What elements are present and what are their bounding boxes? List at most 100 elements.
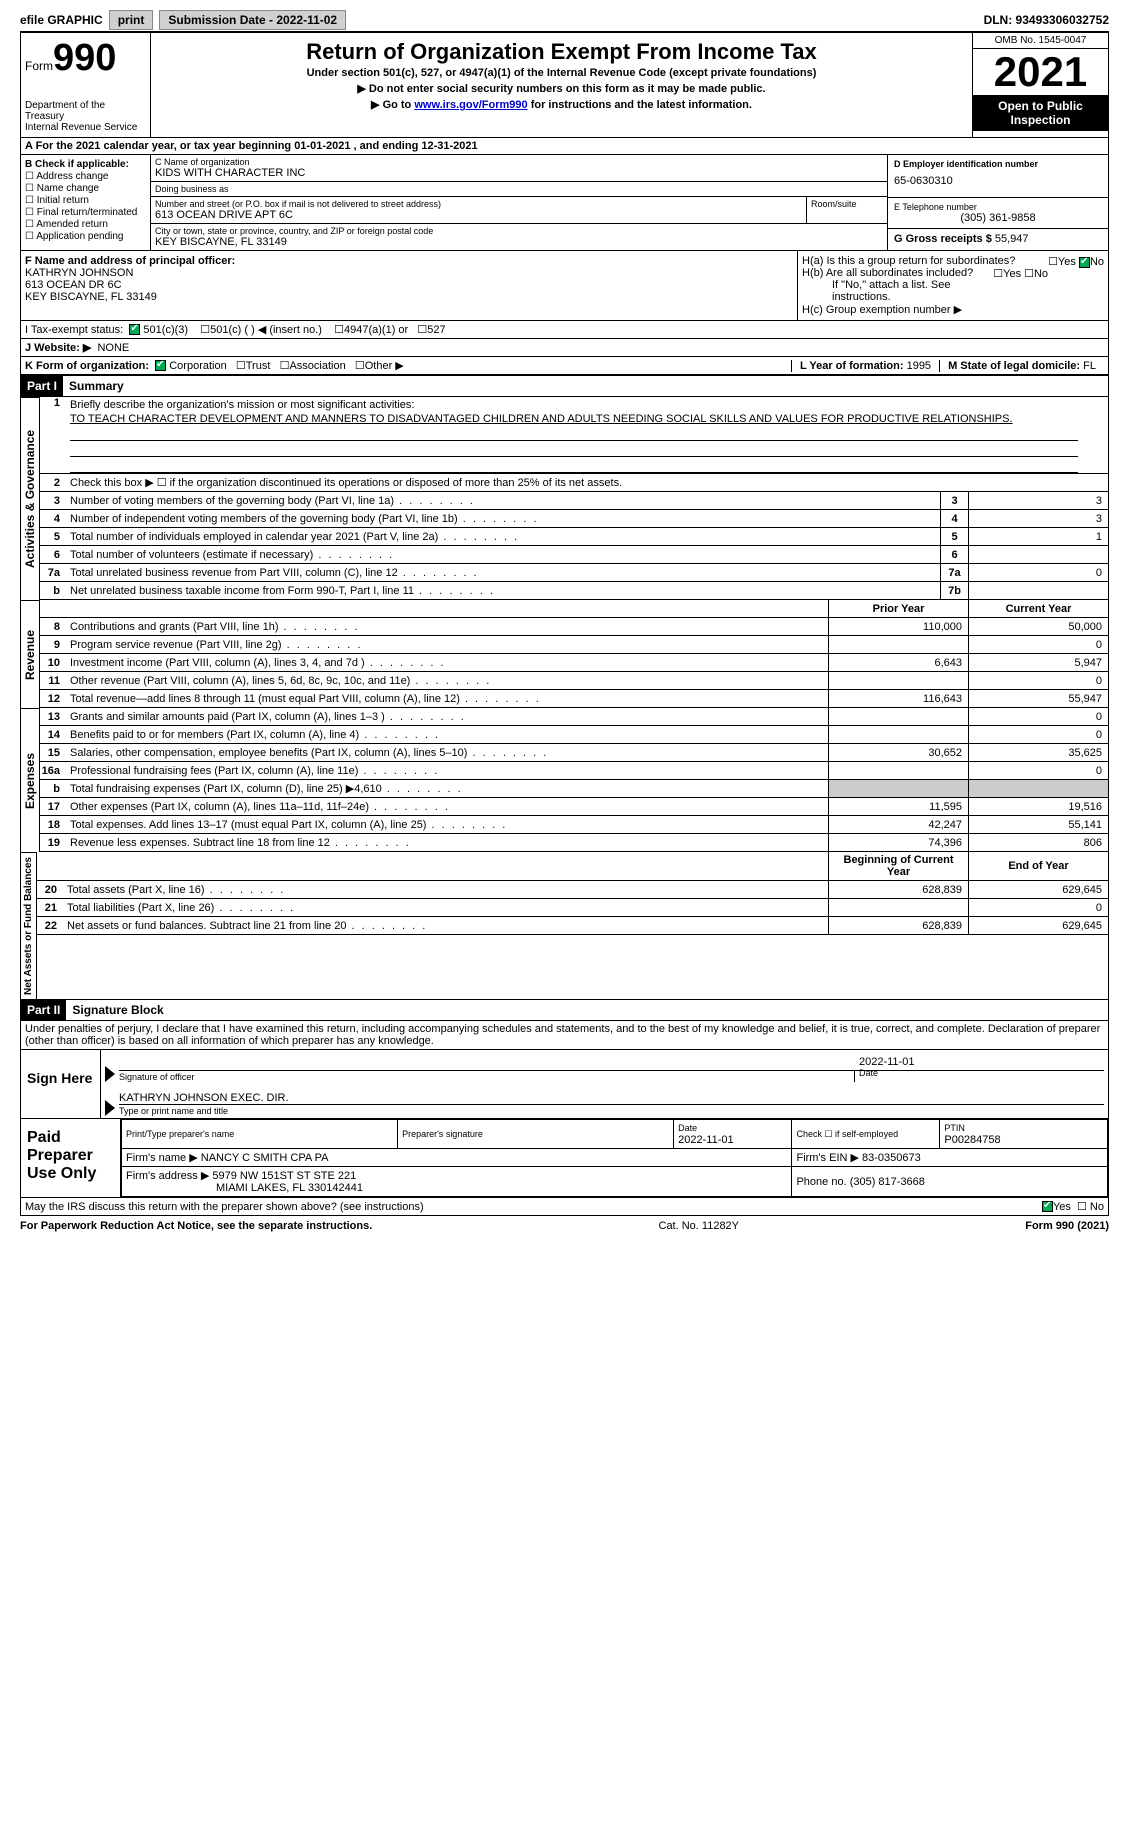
summary-line-5: 5Total number of individuals employed in…	[40, 528, 1108, 546]
ein-field: D Employer identification number 65-0630…	[888, 155, 1108, 198]
submission-date-button[interactable]: Submission Date - 2022-11-02	[159, 10, 346, 30]
line-a-calendar-year: A For the 2021 calendar year, or tax yea…	[20, 138, 1109, 155]
h-b-subordinates: H(b) Are all subordinates included? ☐Yes…	[802, 267, 1104, 279]
summary-line-b: bNet unrelated business taxable income f…	[40, 582, 1108, 600]
summary-line-4: 4Number of independent voting members of…	[40, 510, 1108, 528]
summary-line-6: 6Total number of volunteers (estimate if…	[40, 546, 1108, 564]
summary-line-7a: 7aTotal unrelated business revenue from …	[40, 564, 1108, 582]
vert-activities-governance: Activities & Governance	[20, 397, 40, 600]
revenue-section: Revenue Prior Year Current Year 8Contrib…	[20, 600, 1109, 708]
dept-label: Department of the Treasury	[25, 100, 146, 122]
dln-label: DLN: 93493306032752	[984, 13, 1109, 27]
form-number: 990	[53, 37, 116, 79]
city-field: City or town, state or province, country…	[151, 224, 887, 250]
line-j-website: J Website: ▶ NONE	[20, 339, 1109, 357]
open-public-label: Open to Public Inspection	[973, 95, 1108, 131]
chk-initial-return[interactable]: ☐ Initial return	[25, 195, 146, 206]
firm-ein: 83-0350673	[862, 1152, 921, 1164]
summary-line-11: 11Other revenue (Part VIII, column (A), …	[40, 672, 1108, 690]
part-1-header: Part I Summary	[20, 375, 1109, 397]
org-name: KIDS WITH CHARACTER INC	[155, 167, 883, 179]
print-button[interactable]: print	[109, 10, 154, 30]
irs-link[interactable]: www.irs.gov/Form990	[414, 99, 527, 111]
summary-line-16a: 16aProfessional fundraising fees (Part I…	[40, 762, 1108, 780]
header-left: Form990 Department of the Treasury Inter…	[21, 33, 151, 137]
page-footer: For Paperwork Reduction Act Notice, see …	[20, 1216, 1109, 1236]
summary-line-19: 19Revenue less expenses. Subtract line 1…	[40, 834, 1108, 852]
discuss-yes-checkbox[interactable]	[1042, 1201, 1053, 1212]
form-subtitle: Under section 501(c), 527, or 4947(a)(1)…	[159, 67, 964, 79]
section-d: D Employer identification number 65-0630…	[888, 155, 1108, 250]
sign-here-block: Sign Here Signature of officer 2022-11-0…	[20, 1050, 1109, 1119]
preparer-phone: (305) 817-3668	[850, 1176, 925, 1188]
section-b-checkboxes: B Check if applicable: ☐ Address change …	[21, 155, 151, 250]
dba-field: Doing business as	[151, 182, 887, 197]
top-bar: efile GRAPHIC print Submission Date - 20…	[20, 10, 1109, 32]
h-a-group-return: H(a) Is this a group return for subordin…	[802, 255, 1104, 267]
ein-value: 65-0630310	[894, 169, 1102, 193]
row-f-h: F Name and address of principal officer:…	[20, 251, 1109, 321]
sig-arrow-icon-2	[105, 1100, 115, 1116]
line2-checkbox-text: Check this box ▶ ☐ if the organization d…	[66, 474, 1108, 491]
sig-arrow-icon	[105, 1066, 115, 1082]
vert-revenue: Revenue	[20, 600, 40, 708]
summary-line-21: 21Total liabilities (Part X, line 26)0	[37, 899, 1108, 917]
note-goto-link: ▶ Go to www.irs.gov/Form990 for instruct…	[159, 98, 964, 111]
chk-application-pending[interactable]: ☐ Application pending	[25, 231, 146, 242]
chk-address-change[interactable]: ☐ Address change	[25, 171, 146, 182]
efile-label: efile GRAPHIC	[20, 13, 103, 27]
officer-print-name: KATHRYN JOHNSON EXEC. DIR.	[119, 1092, 1104, 1104]
org-name-field: C Name of organization KIDS WITH CHARACT…	[151, 155, 887, 182]
chk-amended-return[interactable]: ☐ Amended return	[25, 219, 146, 230]
chk-501c3[interactable]	[129, 324, 140, 335]
footer-cat-no: Cat. No. 11282Y	[372, 1220, 1025, 1232]
omb-number: OMB No. 1545-0047	[973, 33, 1108, 49]
note-no-ssn: ▶ Do not enter social security numbers o…	[159, 82, 964, 95]
summary-line-12: 12Total revenue—add lines 8 through 11 (…	[40, 690, 1108, 708]
chk-name-change[interactable]: ☐ Name change	[25, 183, 146, 194]
section-c: C Name of organization KIDS WITH CHARACT…	[151, 155, 1108, 250]
summary-line-18: 18Total expenses. Add lines 13–17 (must …	[40, 816, 1108, 834]
summary-line-22: 22Net assets or fund balances. Subtract …	[37, 917, 1108, 935]
paid-preparer-block: Paid Preparer Use Only Print/Type prepar…	[20, 1119, 1109, 1198]
ha-no-checkbox[interactable]	[1079, 257, 1090, 268]
sig-date-field: 2022-11-01 Date	[854, 1070, 1104, 1082]
chk-corporation[interactable]	[155, 360, 166, 371]
street-field: Number and street (or P.O. box if mail i…	[151, 197, 807, 224]
phone-value: (305) 361-9858	[894, 212, 1102, 224]
form-header: Form990 Department of the Treasury Inter…	[20, 32, 1109, 138]
part-2-header: Part II Signature Block	[20, 999, 1109, 1021]
vert-expenses: Expenses	[20, 708, 40, 852]
h-b-note: If "No," attach a list. See instructions…	[802, 279, 1104, 303]
line-k-form-org: K Form of organization: Corporation ☐ Tr…	[20, 357, 1109, 375]
form-title: Return of Organization Exempt From Incom…	[159, 39, 964, 65]
mission-text: TO TEACH CHARACTER DEVELOPMENT AND MANNE…	[70, 413, 1078, 425]
h-c-group-exemption: H(c) Group exemption number ▶	[802, 303, 1104, 316]
section-f: F Name and address of principal officer:…	[21, 251, 798, 320]
summary-line-9: 9Program service revenue (Part VIII, lin…	[40, 636, 1108, 654]
summary-grid: Activities & Governance 1 Briefly descri…	[20, 397, 1109, 600]
block-bcd: B Check if applicable: ☐ Address change …	[20, 155, 1109, 251]
section-h: H(a) Is this a group return for subordin…	[798, 251, 1108, 320]
paid-preparer-label: Paid Preparer Use Only	[21, 1119, 121, 1197]
summary-line-15: 15Salaries, other compensation, employee…	[40, 744, 1108, 762]
year-formation: 1995	[907, 360, 931, 372]
line-i-tax-status: I Tax-exempt status: 501(c)(3) ☐ 501(c) …	[20, 321, 1109, 339]
col-current-year: Current Year	[968, 600, 1108, 617]
expenses-section: Expenses 13Grants and similar amounts pa…	[20, 708, 1109, 852]
gross-receipts-field: G Gross receipts $ 55,947	[888, 229, 1108, 249]
ptin-value: P00284758	[944, 1134, 1000, 1146]
state-domicile: FL	[1083, 360, 1096, 372]
signature-declaration: Under penalties of perjury, I declare th…	[20, 1021, 1109, 1050]
summary-line-10: 10Investment income (Part VIII, column (…	[40, 654, 1108, 672]
chk-final-return[interactable]: ☐ Final return/terminated	[25, 207, 146, 218]
section-b-title: B Check if applicable:	[25, 159, 146, 170]
officer-name: KATHRYN JOHNSON	[25, 267, 793, 279]
gross-receipts-value: 55,947	[995, 233, 1029, 245]
preparer-table: Print/Type preparer's name Preparer's si…	[121, 1119, 1108, 1197]
col-beginning-year: Beginning of Current Year	[828, 852, 968, 880]
vert-net-assets: Net Assets or Fund Balances	[20, 852, 37, 999]
summary-line-8: 8Contributions and grants (Part VIII, li…	[40, 618, 1108, 636]
footer-paperwork: For Paperwork Reduction Act Notice, see …	[20, 1220, 372, 1232]
form-prefix: Form	[25, 59, 53, 73]
